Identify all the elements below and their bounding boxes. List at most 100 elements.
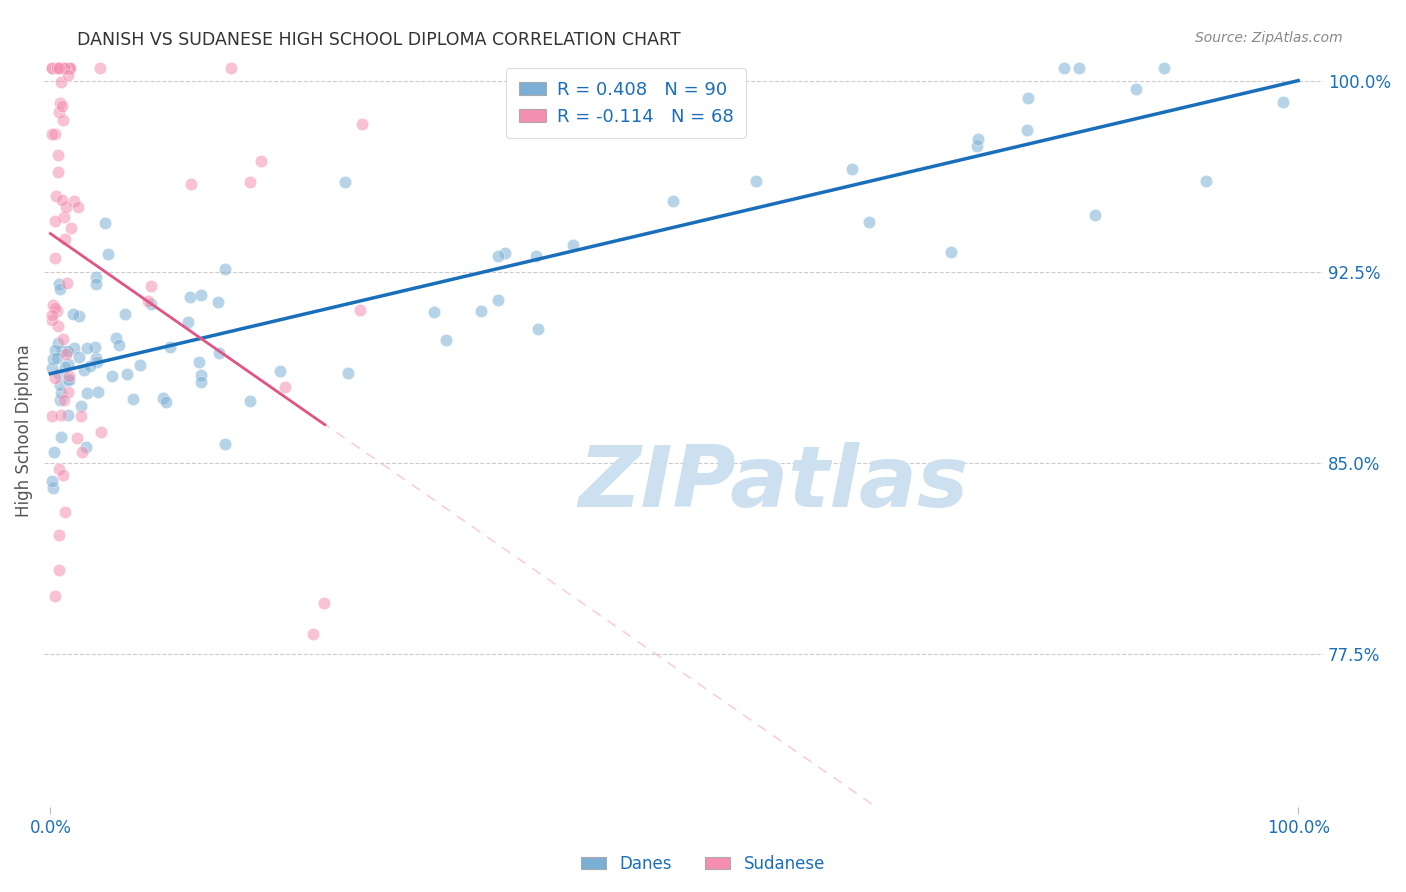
Point bbox=[269, 364, 291, 378]
Point bbox=[239, 176, 262, 190]
Point bbox=[159, 340, 181, 354]
Point bbox=[46, 318, 69, 333]
Point bbox=[1125, 82, 1147, 96]
Point bbox=[55, 201, 77, 215]
Point bbox=[48, 563, 70, 577]
Point bbox=[52, 112, 75, 127]
Point bbox=[312, 596, 335, 610]
Point bbox=[207, 346, 229, 360]
Point bbox=[53, 61, 76, 75]
Point bbox=[58, 61, 80, 75]
Point bbox=[1015, 122, 1038, 136]
Point bbox=[41, 61, 63, 75]
Point bbox=[48, 61, 70, 75]
Point bbox=[48, 61, 70, 75]
Point bbox=[841, 161, 863, 176]
Point bbox=[49, 408, 72, 422]
Point bbox=[177, 315, 200, 329]
Point bbox=[42, 298, 65, 312]
Point bbox=[187, 355, 209, 369]
Point bbox=[105, 331, 128, 345]
Point bbox=[486, 293, 509, 308]
Point bbox=[69, 399, 91, 413]
Point bbox=[56, 385, 79, 400]
Point bbox=[75, 441, 97, 455]
Point bbox=[62, 307, 84, 321]
Point bbox=[1069, 61, 1091, 75]
Point bbox=[136, 294, 159, 309]
Point bbox=[51, 193, 73, 207]
Point bbox=[90, 425, 112, 439]
Point bbox=[207, 294, 229, 309]
Point bbox=[79, 359, 101, 374]
Point bbox=[45, 303, 67, 318]
Point bbox=[114, 307, 136, 321]
Point bbox=[62, 341, 84, 355]
Point bbox=[86, 355, 108, 369]
Point bbox=[524, 249, 547, 263]
Point bbox=[858, 214, 880, 228]
Point bbox=[44, 370, 66, 384]
Point bbox=[44, 252, 66, 266]
Point bbox=[352, 117, 374, 131]
Point bbox=[1194, 174, 1216, 188]
Point bbox=[48, 277, 70, 291]
Point bbox=[44, 127, 66, 141]
Point bbox=[44, 589, 66, 603]
Text: Source: ZipAtlas.com: Source: ZipAtlas.com bbox=[1195, 31, 1343, 45]
Point bbox=[49, 96, 72, 111]
Point bbox=[53, 359, 76, 374]
Point bbox=[84, 269, 107, 284]
Point bbox=[470, 303, 492, 318]
Point bbox=[139, 279, 162, 293]
Point bbox=[48, 527, 70, 541]
Point bbox=[84, 351, 107, 365]
Point bbox=[66, 200, 89, 214]
Point bbox=[72, 445, 94, 459]
Point bbox=[1017, 91, 1039, 105]
Point bbox=[52, 467, 75, 482]
Point bbox=[41, 313, 63, 327]
Point bbox=[423, 305, 446, 319]
Point bbox=[214, 437, 236, 451]
Point bbox=[349, 303, 371, 318]
Point bbox=[44, 343, 66, 357]
Point bbox=[939, 245, 962, 260]
Point bbox=[745, 174, 768, 188]
Point bbox=[121, 392, 143, 407]
Point bbox=[562, 238, 585, 252]
Point bbox=[58, 371, 80, 385]
Point bbox=[337, 366, 360, 380]
Point bbox=[48, 367, 70, 381]
Point bbox=[58, 369, 80, 384]
Point bbox=[53, 505, 76, 519]
Point bbox=[48, 104, 70, 119]
Point bbox=[48, 377, 70, 392]
Point bbox=[58, 373, 80, 387]
Point bbox=[108, 338, 131, 352]
Point bbox=[41, 127, 63, 141]
Point bbox=[86, 385, 108, 400]
Point bbox=[221, 61, 243, 75]
Point bbox=[190, 368, 212, 382]
Point bbox=[84, 277, 107, 292]
Point bbox=[51, 386, 73, 401]
Point bbox=[486, 248, 509, 262]
Point bbox=[239, 393, 262, 408]
Point bbox=[44, 301, 66, 316]
Point bbox=[494, 246, 516, 260]
Point bbox=[139, 297, 162, 311]
Point bbox=[155, 395, 177, 409]
Point bbox=[56, 276, 79, 290]
Point bbox=[249, 154, 271, 169]
Point bbox=[62, 194, 84, 208]
Point bbox=[214, 261, 236, 276]
Point bbox=[84, 340, 107, 354]
Point bbox=[1271, 95, 1294, 110]
Point bbox=[67, 350, 90, 364]
Point bbox=[45, 189, 67, 203]
Point bbox=[55, 347, 77, 361]
Point bbox=[41, 474, 63, 488]
Point bbox=[70, 409, 93, 424]
Point bbox=[190, 376, 212, 390]
